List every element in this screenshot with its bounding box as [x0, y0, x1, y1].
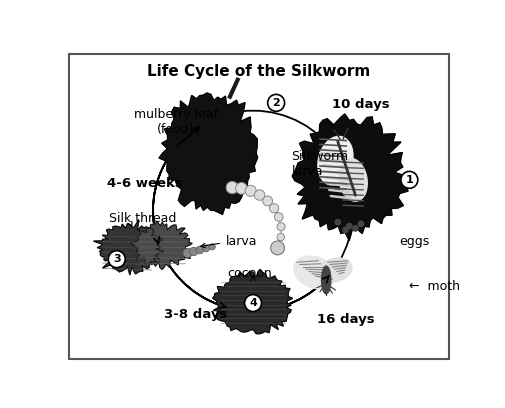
Text: 1: 1	[406, 175, 413, 185]
Circle shape	[277, 223, 285, 231]
Circle shape	[335, 220, 340, 225]
Circle shape	[270, 204, 279, 213]
Polygon shape	[131, 221, 192, 269]
Text: ←  moth: ← moth	[410, 279, 461, 293]
Circle shape	[274, 213, 283, 221]
Circle shape	[235, 182, 247, 194]
Text: Silkworm
larva: Silkworm larva	[291, 151, 348, 178]
Text: larva: larva	[226, 235, 258, 248]
Circle shape	[255, 190, 265, 200]
Circle shape	[277, 233, 284, 241]
Circle shape	[244, 295, 262, 312]
Circle shape	[343, 227, 348, 233]
Circle shape	[226, 182, 238, 194]
Text: 3: 3	[113, 254, 121, 264]
Text: 3-8 days: 3-8 days	[165, 308, 228, 321]
Text: Silk thread: Silk thread	[109, 212, 176, 225]
Circle shape	[196, 246, 204, 254]
Circle shape	[346, 223, 352, 229]
Text: 2: 2	[272, 98, 280, 108]
Circle shape	[108, 251, 125, 268]
Polygon shape	[93, 220, 164, 275]
Text: mulberry leaf
(food): mulberry leaf (food)	[134, 108, 218, 136]
Polygon shape	[213, 269, 292, 334]
Ellipse shape	[322, 266, 331, 294]
Ellipse shape	[294, 256, 335, 288]
Circle shape	[268, 94, 285, 111]
Text: Life Cycle of the Silkworm: Life Cycle of the Silkworm	[147, 64, 370, 80]
Ellipse shape	[339, 158, 367, 201]
Circle shape	[271, 241, 284, 255]
Polygon shape	[292, 114, 408, 241]
Circle shape	[209, 244, 215, 250]
Text: 16 days: 16 days	[317, 313, 374, 326]
Circle shape	[245, 185, 256, 196]
Circle shape	[274, 244, 281, 251]
Circle shape	[183, 248, 192, 257]
Circle shape	[203, 245, 210, 252]
Circle shape	[263, 196, 273, 206]
Circle shape	[401, 171, 418, 188]
Text: eggs: eggs	[399, 235, 430, 248]
Text: 4-6 weeks: 4-6 weeks	[107, 177, 182, 190]
Text: cocoon: cocoon	[227, 267, 272, 280]
Circle shape	[189, 247, 198, 256]
Polygon shape	[159, 93, 258, 215]
Circle shape	[353, 226, 358, 231]
Text: 4: 4	[249, 298, 257, 308]
Text: 10 days: 10 days	[332, 98, 390, 111]
Circle shape	[358, 221, 364, 226]
Ellipse shape	[318, 136, 353, 185]
Ellipse shape	[319, 258, 352, 282]
